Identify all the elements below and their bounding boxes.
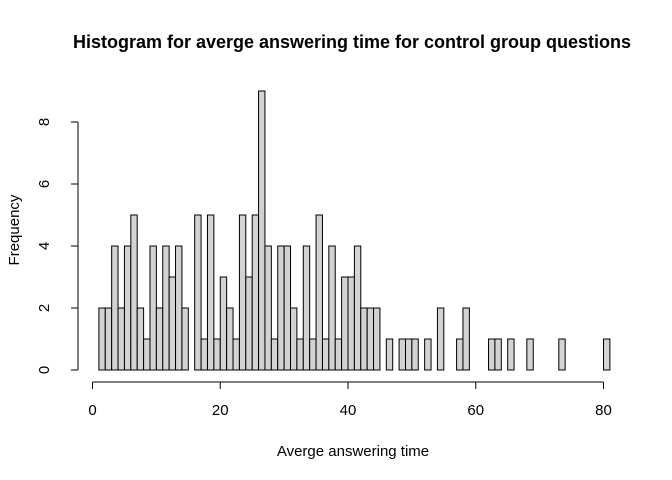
histogram-bar [130,214,138,371]
histogram-bar [373,307,381,371]
histogram-bar [175,245,183,371]
x-axis-label: Averge answering time [277,443,429,460]
histogram-bar [232,338,240,371]
histogram-bar [366,307,375,371]
histogram-bar [309,338,317,371]
histogram-bar [168,276,177,371]
histogram-bar [296,338,304,371]
histogram-bar [181,307,189,371]
histogram-bar [258,90,266,371]
y-axis-label: Frequency [6,194,23,265]
x-tick-label: 40 [340,402,357,419]
histogram-bar [245,276,253,371]
histogram-bar [149,245,157,371]
histogram-bar [315,214,323,371]
histogram-bar [270,338,279,371]
histogram-bar [206,214,215,371]
x-tick-label: 20 [212,402,229,419]
histogram-bar [494,338,502,371]
histogram-bar [143,338,151,371]
y-tick-label: 0 [36,366,53,374]
histogram-bar [226,307,234,371]
histogram-bar [290,307,298,371]
histogram-bar [200,338,208,371]
histogram-bar [264,245,272,371]
histogram-bar [424,338,432,371]
histogram-bar [404,338,413,371]
histogram-bar [385,338,394,371]
x-tick-label: 0 [88,402,96,419]
histogram-bar [398,338,406,371]
histogram-bar [353,245,362,371]
histogram-bar [98,307,106,371]
histogram-bar [162,245,170,371]
histogram-bar [155,307,164,371]
histogram-bar [411,338,419,371]
histogram-bar [104,307,113,371]
histogram-bar [194,214,202,371]
histogram-bar [111,245,119,371]
histogram-bar [558,338,566,371]
histogram-bar [360,307,368,371]
histogram-bar [283,245,292,371]
histogram-bar [603,338,611,371]
histogram-bar [462,307,470,371]
histogram-bar [238,214,247,371]
histogram-bar [488,338,496,371]
histogram-bar [334,338,343,371]
histogram-bar [277,245,285,371]
y-tick-label: 4 [36,242,53,250]
histogram-bar [117,307,125,371]
histogram-bar [347,276,355,371]
histogram-bar [123,245,132,371]
y-tick-label: 8 [36,118,53,126]
y-tick-label: 6 [36,180,53,188]
histogram-bar [328,245,336,371]
histogram-bar [507,338,515,371]
x-axis: 0 20 40 60 80 [88,381,612,419]
x-tick-label: 80 [595,402,612,419]
histogram-bar [321,338,330,371]
histogram-bar [251,214,260,371]
y-tick-label: 2 [36,304,53,312]
histogram-bar [213,338,221,371]
y-axis: 0 2 4 6 8 [36,118,79,374]
histogram-bars [98,90,611,371]
histogram-bar [526,338,534,371]
histogram-bar [341,276,349,371]
histogram-bar [219,276,228,371]
histogram-bar [456,338,464,371]
histogram-bar [136,307,145,371]
x-tick-label: 60 [467,402,484,419]
histogram-bar [436,307,445,371]
chart-title: Histogram for averge answering time for … [73,32,631,52]
histogram-bar [302,245,311,371]
